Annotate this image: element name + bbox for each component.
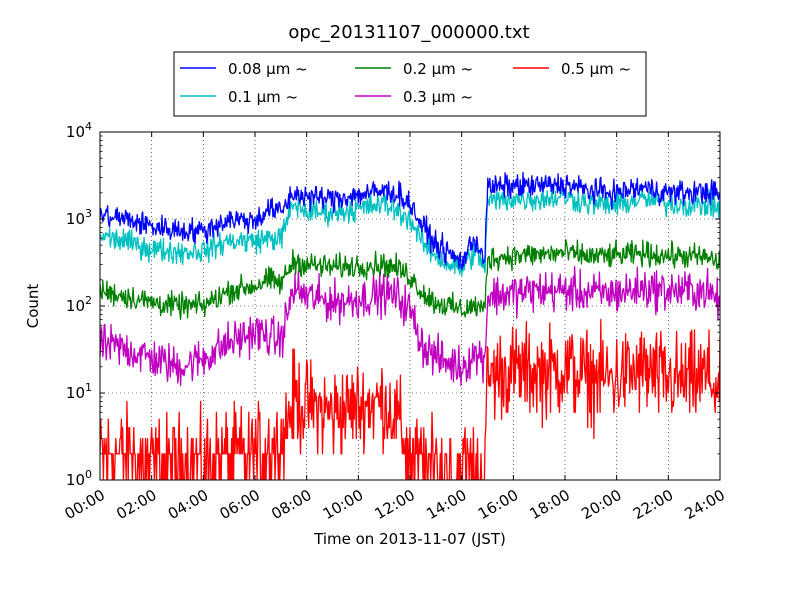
series-line (100, 318, 720, 480)
series-line (100, 171, 720, 270)
series-line (100, 239, 720, 320)
x-axis-label: Time on 2013-11-07 (JST) (313, 530, 506, 548)
chart-title: opc_20131107_000000.txt (288, 22, 529, 43)
legend[interactable]: 0.08 μm ~ 0.1 μm ~ 0.2 μm ~ 0.3 μm ~ 0.5 μm … (173, 51, 647, 117)
series-line (100, 266, 720, 387)
y-axis-label: Count (24, 284, 42, 329)
legend-label[interactable]: 0.1 μm ~ (228, 88, 298, 106)
legend-label[interactable]: 0.3 μm ~ (403, 88, 473, 106)
legend-box (173, 51, 647, 117)
legend-label[interactable]: 0.08 μm ~ (228, 60, 308, 78)
legend-label[interactable]: 0.2 μm ~ (403, 60, 473, 78)
legend-label[interactable]: 0.5 μm ~ (561, 60, 631, 78)
series-layer (100, 171, 720, 480)
